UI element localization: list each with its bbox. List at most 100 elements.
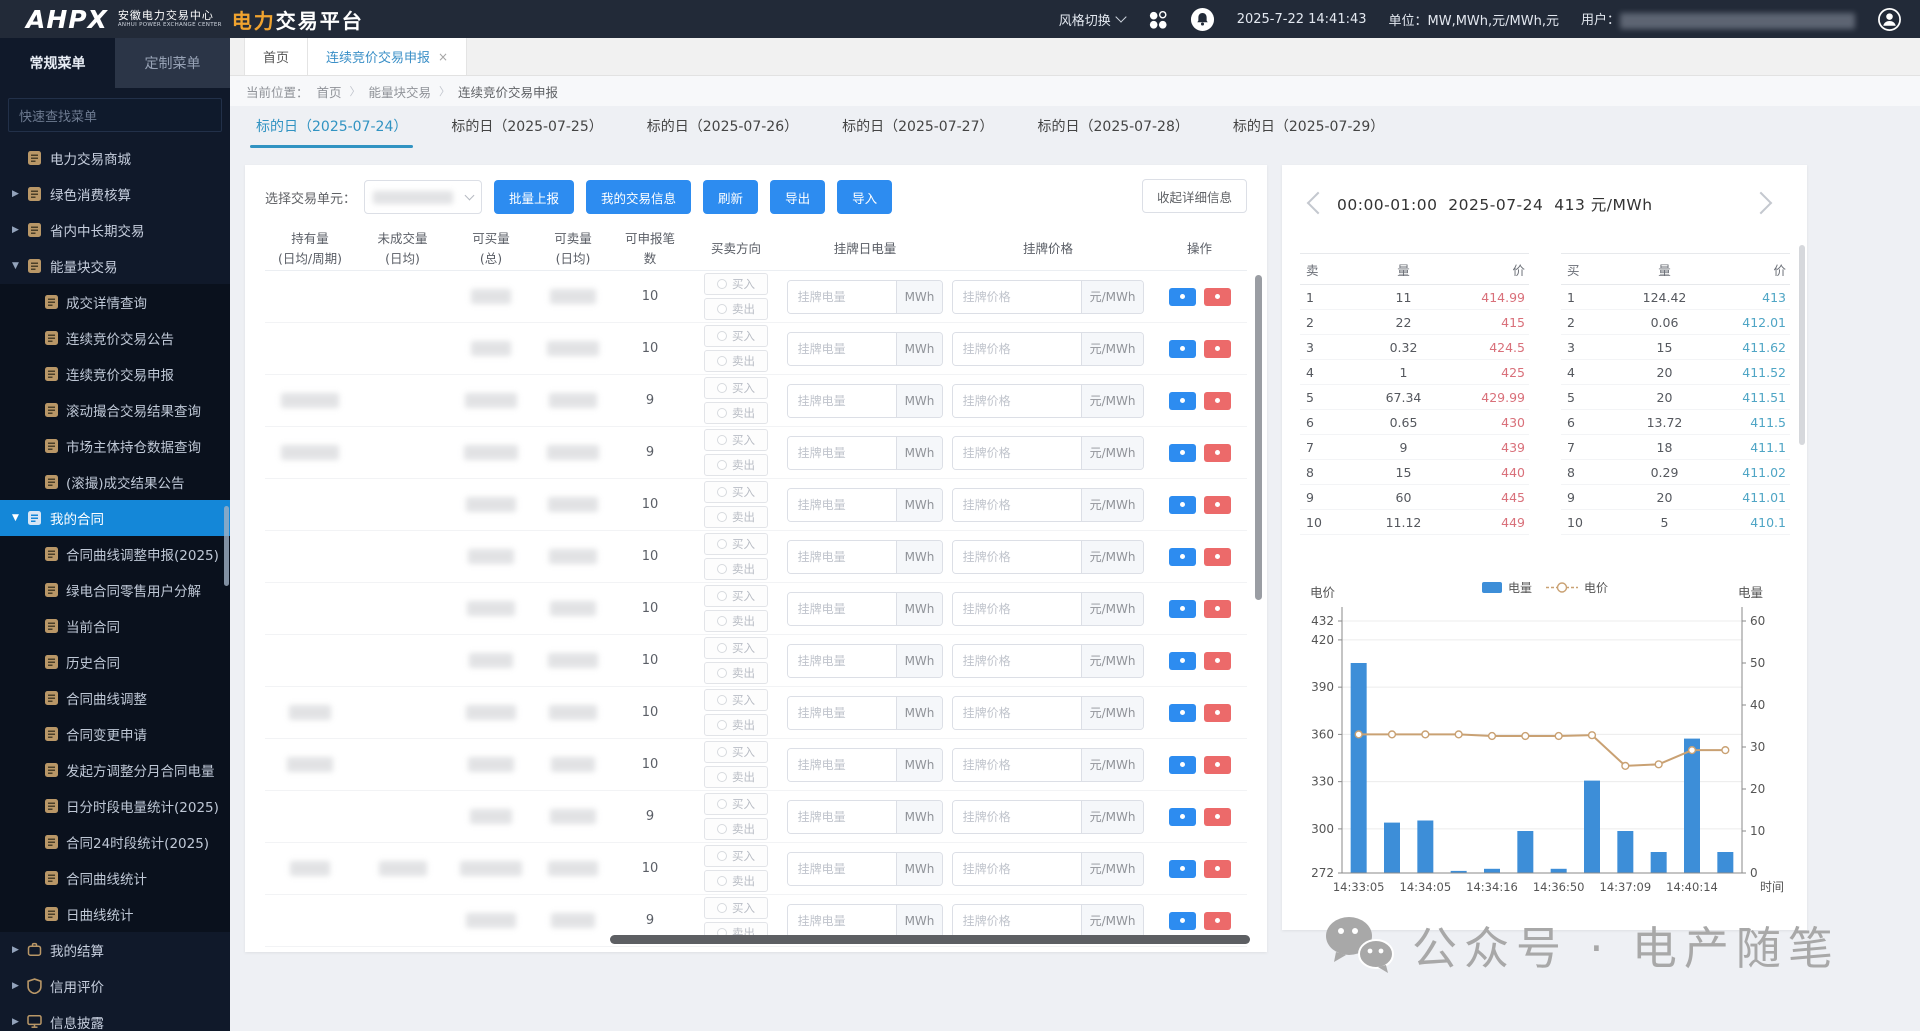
buy-radio[interactable]: 买入	[704, 637, 768, 659]
sell-radio[interactable]: 卖出	[704, 506, 768, 528]
sell-radio[interactable]: 卖出	[704, 766, 768, 788]
listing-price-input[interactable]	[952, 592, 1081, 625]
delete-row-button[interactable]	[1203, 443, 1231, 462]
submit-row-button[interactable]	[1168, 651, 1196, 670]
sidebar-item[interactable]: 市场主体持仓数据查询	[0, 428, 230, 464]
sell-radio[interactable]: 卖出	[704, 350, 768, 372]
collapse-detail-button[interactable]: 收起详细信息	[1141, 179, 1247, 213]
sell-radio[interactable]: 卖出	[704, 662, 768, 684]
toolbar-button[interactable]: 刷新	[703, 180, 759, 214]
chevron-right-icon[interactable]	[1749, 191, 1773, 215]
sidebar-item[interactable]: 合同曲线调整	[0, 680, 230, 716]
listing-price-input[interactable]	[952, 280, 1081, 313]
sidebar-item[interactable]: 当前合同	[0, 608, 230, 644]
buy-radio[interactable]: 买入	[704, 377, 768, 399]
sell-radio[interactable]: 卖出	[704, 454, 768, 476]
buy-radio[interactable]: 买入	[704, 897, 768, 919]
listing-qty-input[interactable]	[787, 904, 896, 937]
listing-qty-input[interactable]	[787, 644, 896, 677]
delete-row-button[interactable]	[1203, 703, 1231, 722]
listing-qty-input[interactable]	[787, 592, 896, 625]
listing-qty-input[interactable]	[787, 280, 896, 313]
page-tab-1[interactable]: 连续竞价交易申报 ×	[308, 38, 468, 75]
listing-price-input[interactable]	[952, 384, 1081, 417]
submit-row-button[interactable]	[1168, 755, 1196, 774]
listing-price-input[interactable]	[952, 540, 1081, 573]
buy-radio[interactable]: 买入	[704, 793, 768, 815]
listing-price-input[interactable]	[952, 748, 1081, 781]
delete-row-button[interactable]	[1203, 859, 1231, 878]
date-tab-5[interactable]: 标的日（2025-07-29）	[1232, 119, 1385, 135]
listing-qty-input[interactable]	[787, 332, 896, 365]
sidebar-tab-0[interactable]: 常规菜单	[0, 38, 115, 88]
horizontal-scrollbar[interactable]	[610, 935, 1250, 944]
date-tab-0[interactable]: 标的日（2025-07-24）	[249, 116, 414, 148]
sidebar-item[interactable]: ▶ 信息披露	[0, 1004, 230, 1031]
breadcrumb-item[interactable]: 能量块交易	[368, 84, 432, 100]
sidebar-item[interactable]: ▶ 省内中长期交易	[0, 212, 230, 248]
listing-qty-input[interactable]	[787, 696, 896, 729]
submit-row-button[interactable]	[1168, 547, 1196, 566]
listing-price-input[interactable]	[952, 332, 1081, 365]
delete-row-button[interactable]	[1203, 339, 1231, 358]
page-tab-0[interactable]: 首页	[244, 38, 309, 75]
buy-radio[interactable]: 买入	[704, 429, 768, 451]
sidebar-item[interactable]: 日曲线统计	[0, 896, 230, 932]
sidebar-item[interactable]: ▼ 能量块交易	[0, 248, 230, 284]
delete-row-button[interactable]	[1203, 599, 1231, 618]
delete-row-button[interactable]	[1203, 287, 1231, 306]
buy-radio[interactable]: 买入	[704, 325, 768, 347]
submit-row-button[interactable]	[1168, 287, 1196, 306]
sidebar-item[interactable]: (滚撮)成交结果公告	[0, 464, 230, 500]
sidebar-tab-1[interactable]: 定制菜单	[144, 56, 201, 72]
close-icon[interactable]: ×	[438, 49, 449, 64]
sidebar-item[interactable]: 历史合同	[0, 644, 230, 680]
sidebar-item[interactable]: 电力交易商城	[0, 140, 230, 176]
chevron-left-icon[interactable]	[1306, 191, 1330, 215]
buy-radio[interactable]: 买入	[704, 481, 768, 503]
delete-row-button[interactable]	[1203, 495, 1231, 514]
sell-radio[interactable]: 卖出	[704, 818, 768, 840]
sell-radio[interactable]: 卖出	[704, 870, 768, 892]
buy-radio[interactable]: 买入	[704, 845, 768, 867]
delete-row-button[interactable]	[1203, 807, 1231, 826]
vertical-scrollbar[interactable]	[1255, 275, 1262, 600]
delete-row-button[interactable]	[1203, 911, 1231, 930]
listing-qty-input[interactable]	[787, 488, 896, 521]
date-tab-1[interactable]: 标的日（2025-07-25）	[451, 119, 603, 135]
submit-row-button[interactable]	[1168, 703, 1196, 722]
breadcrumb-item[interactable]: 首页	[316, 84, 342, 100]
sell-radio[interactable]: 卖出	[704, 402, 768, 424]
sidebar-item[interactable]: 连续竞价交易申报	[0, 356, 230, 392]
toolbar-button[interactable]: 导出	[770, 180, 826, 214]
submit-row-button[interactable]	[1168, 495, 1196, 514]
buy-radio[interactable]: 买入	[704, 273, 768, 295]
sidebar-item[interactable]: ▶ 信用评价	[0, 968, 230, 1004]
sell-radio[interactable]: 卖出	[704, 558, 768, 580]
buy-radio[interactable]: 买入	[704, 533, 768, 555]
submit-row-button[interactable]	[1168, 807, 1196, 826]
sidebar-scrollbar[interactable]	[224, 506, 229, 586]
listing-qty-input[interactable]	[787, 852, 896, 885]
menu-search-input[interactable]: 快速查找菜单	[8, 98, 222, 132]
listing-qty-input[interactable]	[787, 540, 896, 573]
apps-icon[interactable]	[1147, 9, 1168, 30]
breadcrumb-item[interactable]: 连续竞价交易申报	[458, 84, 559, 100]
sidebar-item[interactable]: 发起方调整分月合同电量	[0, 752, 230, 788]
submit-row-button[interactable]	[1168, 443, 1196, 462]
sidebar-item[interactable]: ▶ 我的结算	[0, 932, 230, 968]
listing-price-input[interactable]	[952, 644, 1081, 677]
sidebar-item[interactable]: 连续竞价交易公告	[0, 320, 230, 356]
style-switch-button[interactable]: 风格切换	[1059, 10, 1127, 29]
trade-unit-select[interactable]	[364, 180, 483, 214]
sidebar-item[interactable]: ▶ 绿色消费核算	[0, 176, 230, 212]
submit-row-button[interactable]	[1168, 859, 1196, 878]
toolbar-button[interactable]: 批量上报	[494, 180, 575, 214]
buy-radio[interactable]: 买入	[704, 689, 768, 711]
bell-icon[interactable]	[1190, 7, 1215, 32]
sidebar-item[interactable]: 合同变更申请	[0, 716, 230, 752]
listing-price-input[interactable]	[952, 800, 1081, 833]
sidebar-item[interactable]: 合同曲线调整申报(2025)	[0, 536, 230, 572]
delete-row-button[interactable]	[1203, 651, 1231, 670]
listing-price-input[interactable]	[952, 488, 1081, 521]
